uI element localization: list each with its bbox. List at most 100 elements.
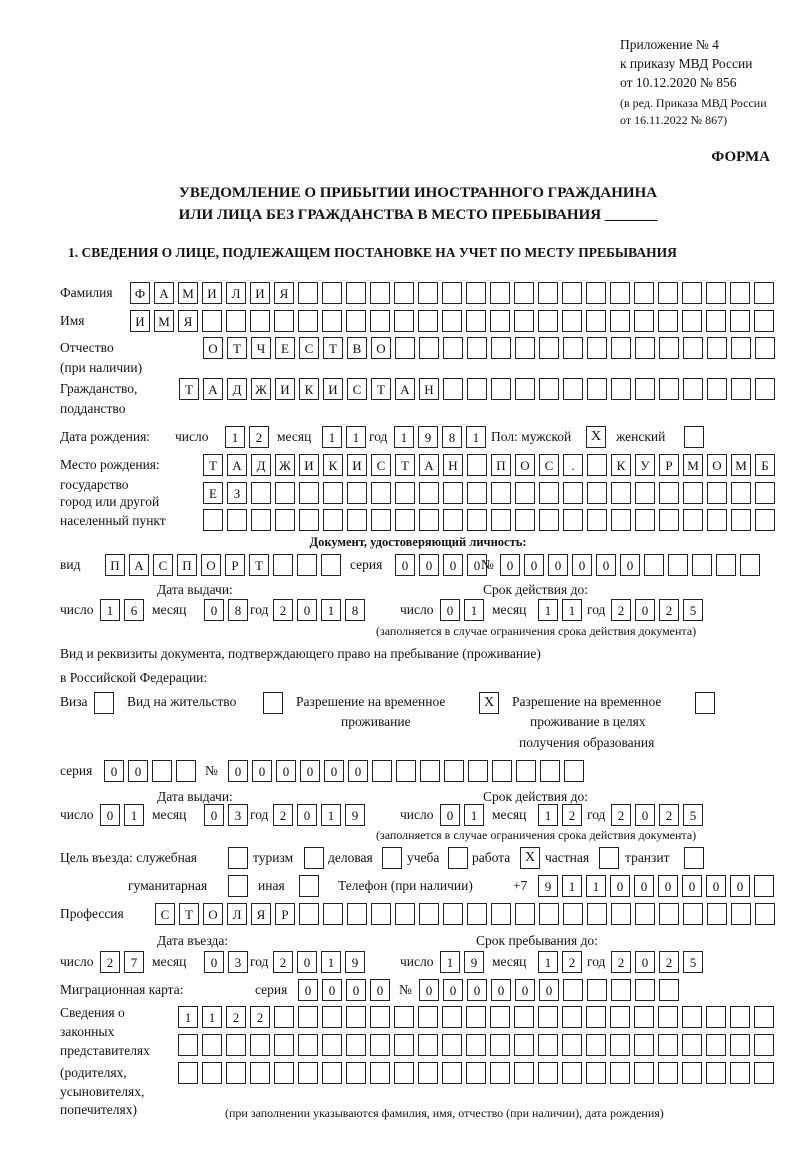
input-cell[interactable] xyxy=(443,378,463,400)
input-cell[interactable] xyxy=(658,1034,678,1056)
input-cell[interactable]: Т xyxy=(371,378,391,400)
input-cell[interactable] xyxy=(443,337,463,359)
input-cell[interactable] xyxy=(587,454,607,476)
input-cell[interactable]: Т xyxy=(323,337,343,359)
input-cell[interactable]: 2 xyxy=(611,599,631,621)
input-cell[interactable]: 1 xyxy=(586,875,606,897)
input-cell[interactable]: 0 xyxy=(370,979,390,1001)
input-cell[interactable] xyxy=(682,1006,702,1028)
input-cell[interactable]: 1 xyxy=(464,804,484,826)
purpose-work-checkbox[interactable]: X xyxy=(520,847,540,869)
input-cell[interactable]: 0 xyxy=(204,599,224,621)
input-cell[interactable] xyxy=(347,903,367,925)
input-cell[interactable] xyxy=(755,482,775,504)
input-cell[interactable] xyxy=(586,1006,606,1028)
input-cell[interactable]: 0 xyxy=(346,979,366,1001)
input-cell[interactable]: О xyxy=(201,554,221,576)
purpose-business-checkbox[interactable] xyxy=(382,847,402,869)
female-checkbox[interactable] xyxy=(684,426,704,448)
input-cell[interactable]: 1 xyxy=(178,1006,198,1028)
input-cell[interactable] xyxy=(490,282,510,304)
input-cell[interactable]: 0 xyxy=(467,554,487,576)
input-cell[interactable] xyxy=(707,337,727,359)
input-cell[interactable] xyxy=(322,282,342,304)
input-cell[interactable]: 0 xyxy=(635,804,655,826)
input-cell[interactable]: 2 xyxy=(100,951,120,973)
input-cell[interactable] xyxy=(515,378,535,400)
input-cell[interactable] xyxy=(707,378,727,400)
input-cell[interactable]: 1 xyxy=(225,426,245,448)
input-cell[interactable] xyxy=(740,554,760,576)
input-cell[interactable] xyxy=(322,310,342,332)
input-cell[interactable] xyxy=(515,337,535,359)
input-cell[interactable]: К xyxy=(299,378,319,400)
input-cell[interactable] xyxy=(250,1062,270,1084)
input-cell[interactable]: О xyxy=(515,454,535,476)
input-cell[interactable] xyxy=(515,482,535,504)
input-cell[interactable]: 0 xyxy=(298,979,318,1001)
input-cell[interactable] xyxy=(611,979,631,1001)
input-cell[interactable] xyxy=(321,554,341,576)
input-cell[interactable]: З xyxy=(227,482,247,504)
input-cell[interactable] xyxy=(372,760,392,782)
input-cell[interactable] xyxy=(419,337,439,359)
trp-edu-checkbox[interactable] xyxy=(695,692,715,714)
input-cell[interactable] xyxy=(538,1034,558,1056)
input-cell[interactable] xyxy=(202,1034,222,1056)
input-cell[interactable]: 5 xyxy=(683,804,703,826)
input-cell[interactable]: 5 xyxy=(683,599,703,621)
input-cell[interactable] xyxy=(299,482,319,504)
input-cell[interactable]: 0 xyxy=(440,599,460,621)
input-cell[interactable] xyxy=(683,337,703,359)
input-cell[interactable] xyxy=(395,337,415,359)
input-cell[interactable]: 0 xyxy=(104,760,124,782)
input-cell[interactable] xyxy=(563,482,583,504)
input-cell[interactable] xyxy=(467,378,487,400)
input-cell[interactable]: 1 xyxy=(538,804,558,826)
input-cell[interactable]: 0 xyxy=(100,804,120,826)
input-cell[interactable]: 0 xyxy=(419,979,439,1001)
input-cell[interactable] xyxy=(659,979,679,1001)
input-cell[interactable]: 2 xyxy=(226,1006,246,1028)
input-cell[interactable]: А xyxy=(419,454,439,476)
input-cell[interactable]: 0 xyxy=(658,875,678,897)
input-cell[interactable] xyxy=(659,378,679,400)
input-cell[interactable] xyxy=(298,1034,318,1056)
input-cell[interactable] xyxy=(419,509,439,531)
input-cell[interactable]: 2 xyxy=(611,951,631,973)
input-cell[interactable] xyxy=(538,1062,558,1084)
input-cell[interactable] xyxy=(731,337,751,359)
input-cell[interactable]: 2 xyxy=(273,599,293,621)
input-cell[interactable] xyxy=(514,1006,534,1028)
input-cell[interactable]: 8 xyxy=(442,426,462,448)
input-cell[interactable] xyxy=(298,310,318,332)
input-cell[interactable] xyxy=(635,979,655,1001)
input-cell[interactable] xyxy=(442,1062,462,1084)
input-cell[interactable] xyxy=(442,1034,462,1056)
input-cell[interactable] xyxy=(490,310,510,332)
input-cell[interactable] xyxy=(515,903,535,925)
input-cell[interactable]: 9 xyxy=(464,951,484,973)
input-cell[interactable]: 1 xyxy=(562,599,582,621)
input-cell[interactable]: 0 xyxy=(524,554,544,576)
input-cell[interactable] xyxy=(443,482,463,504)
input-cell[interactable]: 1 xyxy=(321,804,341,826)
visa-checkbox[interactable] xyxy=(94,692,114,714)
input-cell[interactable] xyxy=(394,1006,414,1028)
input-cell[interactable] xyxy=(682,310,702,332)
input-cell[interactable] xyxy=(226,310,246,332)
input-cell[interactable] xyxy=(467,509,487,531)
input-cell[interactable] xyxy=(707,509,727,531)
input-cell[interactable] xyxy=(346,1034,366,1056)
input-cell[interactable]: П xyxy=(105,554,125,576)
input-cell[interactable]: 1 xyxy=(124,804,144,826)
input-cell[interactable]: И xyxy=(347,454,367,476)
input-cell[interactable] xyxy=(514,282,534,304)
input-cell[interactable]: К xyxy=(323,454,343,476)
input-cell[interactable] xyxy=(395,903,415,925)
input-cell[interactable]: О xyxy=(203,903,223,925)
input-cell[interactable] xyxy=(658,282,678,304)
input-cell[interactable] xyxy=(659,482,679,504)
input-cell[interactable]: . xyxy=(563,454,583,476)
input-cell[interactable] xyxy=(716,554,736,576)
